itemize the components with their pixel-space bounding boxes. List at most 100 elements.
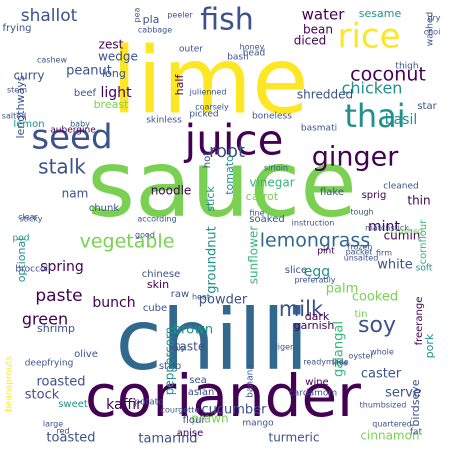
word-oyster: oyster: [348, 352, 374, 361]
word-cornflour: cornflour: [418, 219, 429, 265]
word-sticky: sticky: [19, 215, 42, 224]
word-half: half: [173, 74, 186, 96]
word-boneless: boneless: [252, 112, 292, 122]
word-brown: brown: [173, 323, 213, 338]
word-red: red: [56, 427, 69, 436]
word-ginger: ginger: [312, 142, 400, 173]
word-crushed: crushed: [391, 227, 423, 236]
word-thumbsized: thumbsized: [360, 401, 407, 410]
word-holy: holy: [169, 344, 186, 353]
word-packet: packet: [346, 248, 373, 257]
word-good: good: [135, 231, 155, 240]
word-fish: fish: [200, 3, 254, 38]
word-lemon: lemon: [13, 119, 44, 130]
word-anise: anise: [177, 428, 204, 439]
word-olive: olive: [74, 349, 98, 360]
word-pork: pork: [423, 333, 436, 358]
word-deepfrying: deepfrying: [25, 359, 74, 369]
word-cardamom: cardamom: [289, 389, 337, 399]
word-salted: salted: [2, 112, 26, 121]
word-litre: litre: [332, 359, 348, 368]
word-instruction: instruction: [292, 219, 335, 228]
word-vegetable: vegetable: [80, 231, 175, 253]
word-seed: seed: [31, 118, 112, 158]
word-washed: washed: [426, 12, 436, 47]
word-zest: zest: [99, 38, 124, 52]
word-prawn: prawn: [191, 412, 228, 426]
word-sesame: sesame: [359, 7, 402, 20]
word-coriander: coriander: [85, 362, 361, 430]
word-slice: slice: [285, 265, 307, 276]
word-sauce: sauce: [87, 130, 357, 237]
word-cabbage: cabbage: [138, 26, 172, 35]
word-carrot: carrot: [246, 190, 279, 203]
word-choi: choi: [424, 28, 441, 37]
word-cinnamon: cinnamon: [360, 429, 419, 443]
word-broccoli: broccoli: [15, 265, 50, 275]
word-peanut: peanut: [66, 64, 112, 79]
word-sweet: sweet: [58, 399, 88, 410]
word-sunflower: sunflower: [247, 226, 261, 285]
word-readymade: readymade: [303, 358, 349, 367]
word-sirloin: sirloin: [264, 164, 288, 173]
word-fine: fine: [249, 209, 264, 218]
word-curry: curry: [14, 69, 45, 83]
word-stick: stick: [204, 186, 217, 212]
word-tomato: tomato: [223, 155, 236, 195]
word-pod: pod: [13, 234, 30, 244]
word-serve: serve: [385, 386, 421, 401]
word-large: large: [43, 420, 63, 429]
word-bunch: bunch: [92, 295, 135, 311]
word-breast: breast: [94, 98, 130, 111]
word-dry: dry: [427, 14, 440, 23]
word-basmati: basmati: [301, 124, 337, 134]
word-coarsely: coarsely: [195, 103, 229, 112]
word-flake: flake: [320, 187, 344, 198]
word-pint: pint: [317, 247, 335, 257]
word-skin: skin: [147, 278, 169, 291]
word-julienned: julienned: [189, 88, 227, 97]
word-diced: diced: [294, 34, 327, 48]
word-matchstick: matchstick: [365, 224, 409, 233]
word-spring: spring: [40, 259, 84, 275]
word-thigh: thigh: [395, 62, 418, 72]
word-outer: outer: [179, 45, 203, 55]
word-lengthways: lengthways: [14, 75, 27, 138]
word-dark: dark: [305, 310, 330, 323]
word-baby: baby: [70, 120, 90, 129]
word-freerange: freerange: [414, 297, 425, 346]
word-unsalted: unsalted: [344, 254, 379, 263]
word-milk: milk: [279, 297, 324, 321]
word-aubergine: aubergine: [50, 126, 96, 136]
word-asian: asian: [188, 387, 215, 398]
word-thai: thai: [344, 97, 405, 135]
word-pla: pla: [143, 13, 160, 26]
word-soft: soft: [416, 264, 433, 274]
word-frozen: frozen: [347, 243, 372, 252]
word-wedge: wedge: [98, 50, 138, 64]
word-turmeric: turmeric: [269, 431, 320, 445]
word-preferably: preferably: [294, 276, 335, 285]
word-root: root: [209, 141, 245, 162]
word-stock: stock: [25, 388, 60, 403]
word-coconut: coconut: [350, 64, 426, 86]
word-fat: fat: [410, 428, 423, 438]
word-stalk: stalk: [38, 155, 86, 179]
word-garnish: garnish: [294, 319, 335, 332]
word-stem: stem: [7, 86, 27, 95]
word-nam: nam: [62, 187, 89, 201]
word-tough: tough: [350, 208, 373, 217]
word-beef: beef: [74, 88, 97, 99]
word-sea: sea: [189, 375, 207, 386]
word-cube: cube: [143, 303, 167, 314]
word-raw: raw: [171, 289, 189, 300]
word-whole: whole: [370, 348, 394, 357]
word-kaffir: kaffir: [106, 397, 142, 413]
word-chinese: chinese: [142, 269, 180, 280]
word-chicken: chicken: [342, 79, 403, 98]
word-paste: paste: [35, 286, 82, 306]
word-taste: taste: [175, 340, 205, 354]
word-thin: thin: [407, 194, 430, 208]
